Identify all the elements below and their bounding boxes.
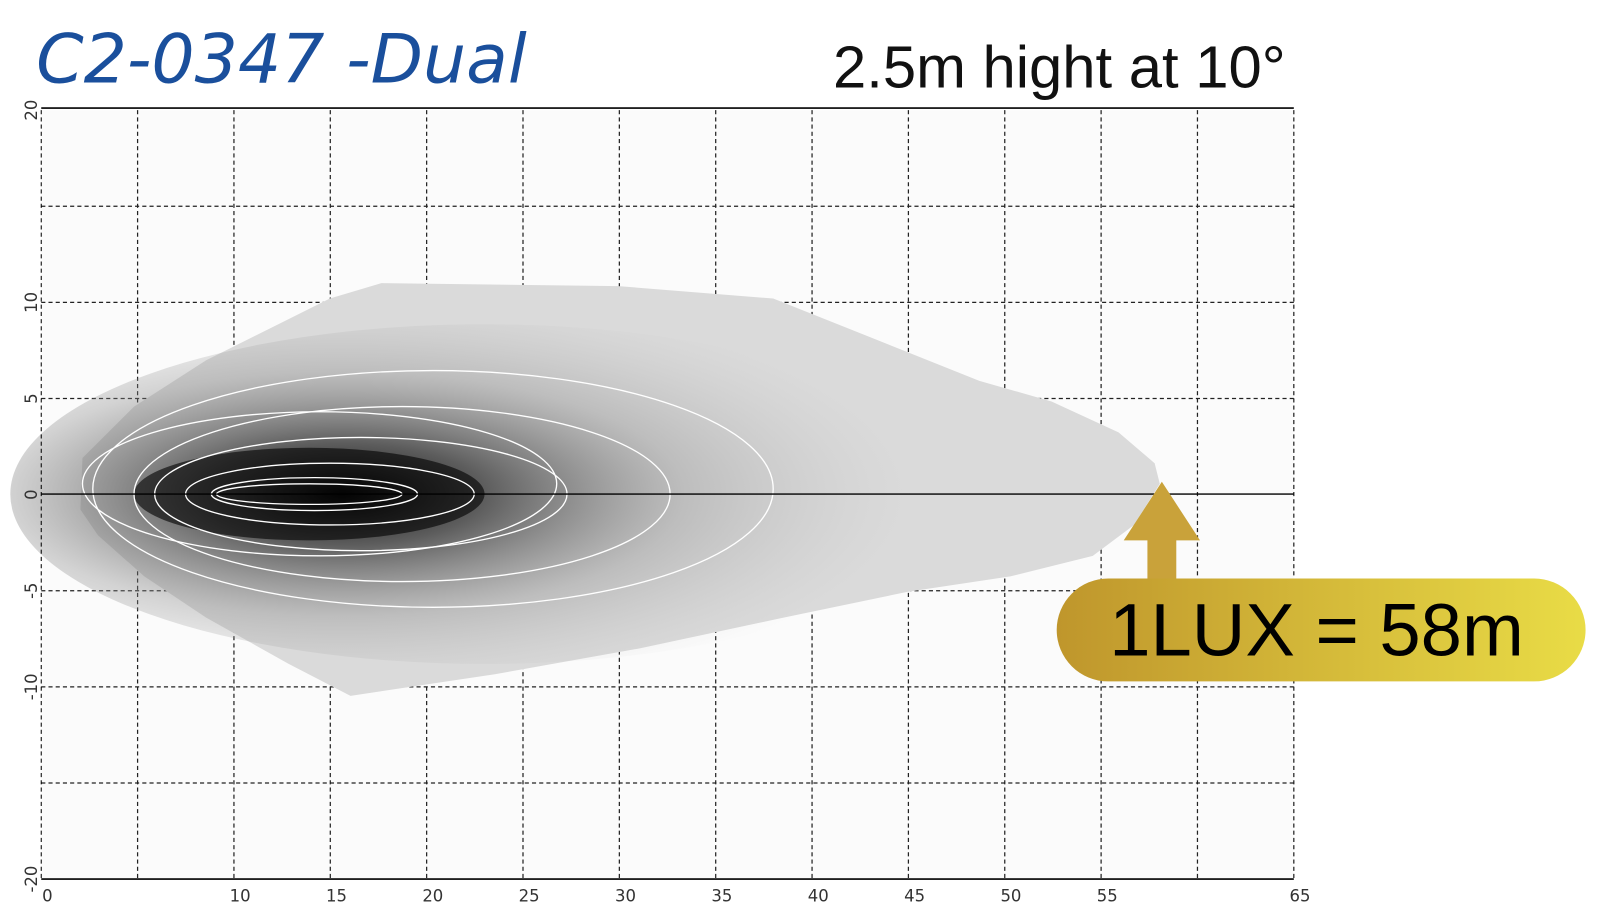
x-tick-label: 25 [519,887,540,906]
x-tick-label: 45 [904,887,925,906]
x-tick-label: 55 [1097,887,1118,906]
arrow [1123,481,1200,582]
callout [1056,578,1586,682]
x-tick-label: 50 [1000,887,1021,906]
x-tick-label: 0 [42,887,52,906]
y-tick-label: -10 [22,673,41,700]
x-tick-label: 30 [615,887,636,906]
x-tick-label: 20 [422,887,443,906]
y-tick-label: -20 [22,866,41,893]
x-tick-label: 15 [326,887,347,906]
x-tick-label: 35 [711,887,732,906]
x-tick-label: 10 [230,887,251,906]
y-tick-label: -5 [22,583,41,599]
chart-subtitle: 2.5m hight at 10° [833,34,1286,101]
x-tick-label: 40 [808,887,829,906]
callout-text: 1LUX = 58m [1109,589,1524,672]
ticks: 0 10 15 20 25 30 35 40 45 50 55 65 -20 -10 -5 0 5 10 20 [22,100,1310,906]
y-tick-label: 20 [22,100,41,121]
x-tick-label: 65 [1290,887,1311,906]
y-tick-label: 10 [22,292,41,313]
y-tick-label: 0 [22,489,41,499]
y-tick-label: 5 [22,393,41,403]
chart-title: C2-0347 -Dual [36,20,527,99]
